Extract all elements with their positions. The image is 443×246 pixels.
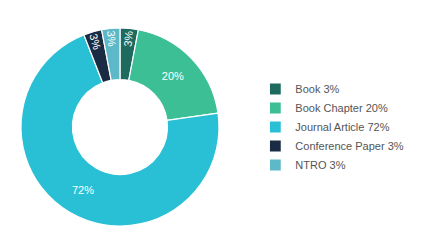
svg-text:Conference Paper 3%: Conference Paper 3%: [295, 140, 403, 152]
svg-text:3%: 3%: [122, 30, 135, 47]
svg-text:3%: 3%: [87, 32, 103, 51]
svg-text:NTRO 3%: NTRO 3%: [295, 159, 345, 171]
svg-text:3%: 3%: [105, 30, 118, 47]
svg-text:72%: 72%: [72, 184, 94, 196]
svg-text:Journal Article 72%: Journal Article 72%: [295, 121, 389, 133]
svg-text:Book Chapter 20%: Book Chapter 20%: [295, 102, 388, 114]
svg-text:Book 3%: Book 3%: [295, 83, 339, 95]
svg-text:20%: 20%: [162, 70, 184, 82]
